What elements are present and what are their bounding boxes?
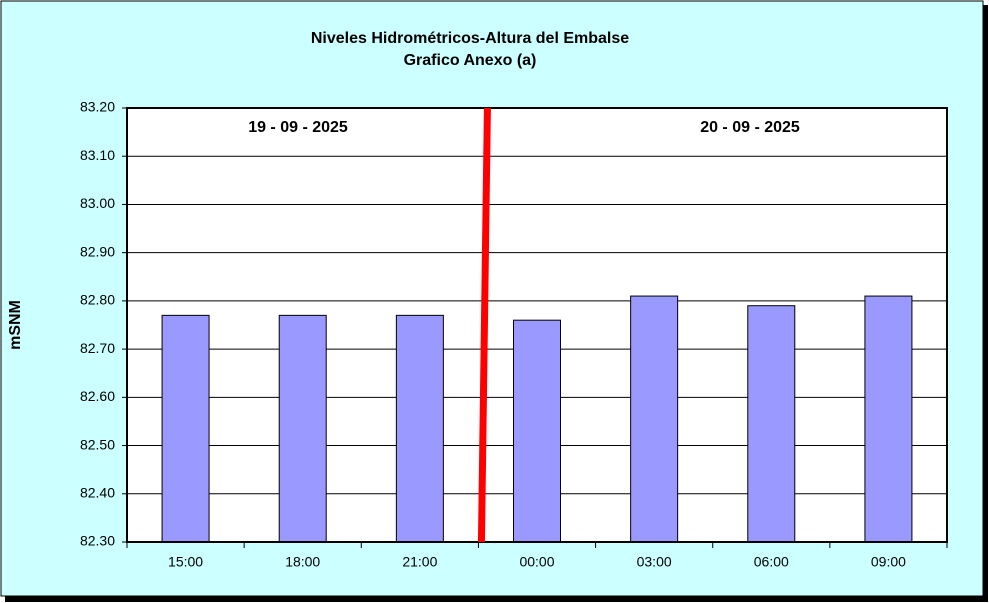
y-tick-label: 83.00 (80, 195, 115, 211)
y-tick-label: 83.10 (80, 147, 115, 163)
y-tick-label: 82.60 (80, 388, 115, 404)
x-tick-label: 03:00 (637, 554, 672, 570)
bar (161, 314, 210, 543)
annotation: 20 - 09 - 2025 (700, 119, 800, 136)
chart-title: Niveles Hidrométricos-Altura del Embalse (311, 30, 629, 47)
day-divider (477, 107, 491, 543)
y-tick-label: 82.90 (80, 243, 115, 259)
bar (278, 314, 327, 543)
y-tick-label: 82.70 (80, 340, 115, 356)
x-tick-label: 06:00 (754, 554, 789, 570)
bar (630, 295, 679, 543)
x-tick-label: 18:00 (285, 554, 320, 570)
y-tick-label: 82.80 (80, 292, 115, 308)
x-tick-label: 00:00 (519, 554, 554, 570)
bar (513, 319, 561, 543)
y-tick-label: 82.30 (80, 533, 115, 549)
x-tick-label: 21:00 (402, 554, 437, 570)
x-tick-label: 09:00 (871, 554, 906, 570)
bar (864, 295, 913, 543)
y-tick-label: 82.40 (80, 484, 115, 500)
y-axis-label: mSNM (7, 300, 24, 350)
annotation: 19 - 09 - 2025 (248, 119, 348, 136)
bar (747, 305, 796, 543)
y-tick-label: 83.20 (80, 99, 115, 115)
plot-border (126, 107, 948, 543)
y-tick-label: 82.50 (80, 436, 115, 452)
x-tick-label: 15:00 (168, 554, 203, 570)
bar (395, 314, 444, 543)
chart-subtitle: Grafico Anexo (a) (404, 52, 537, 69)
